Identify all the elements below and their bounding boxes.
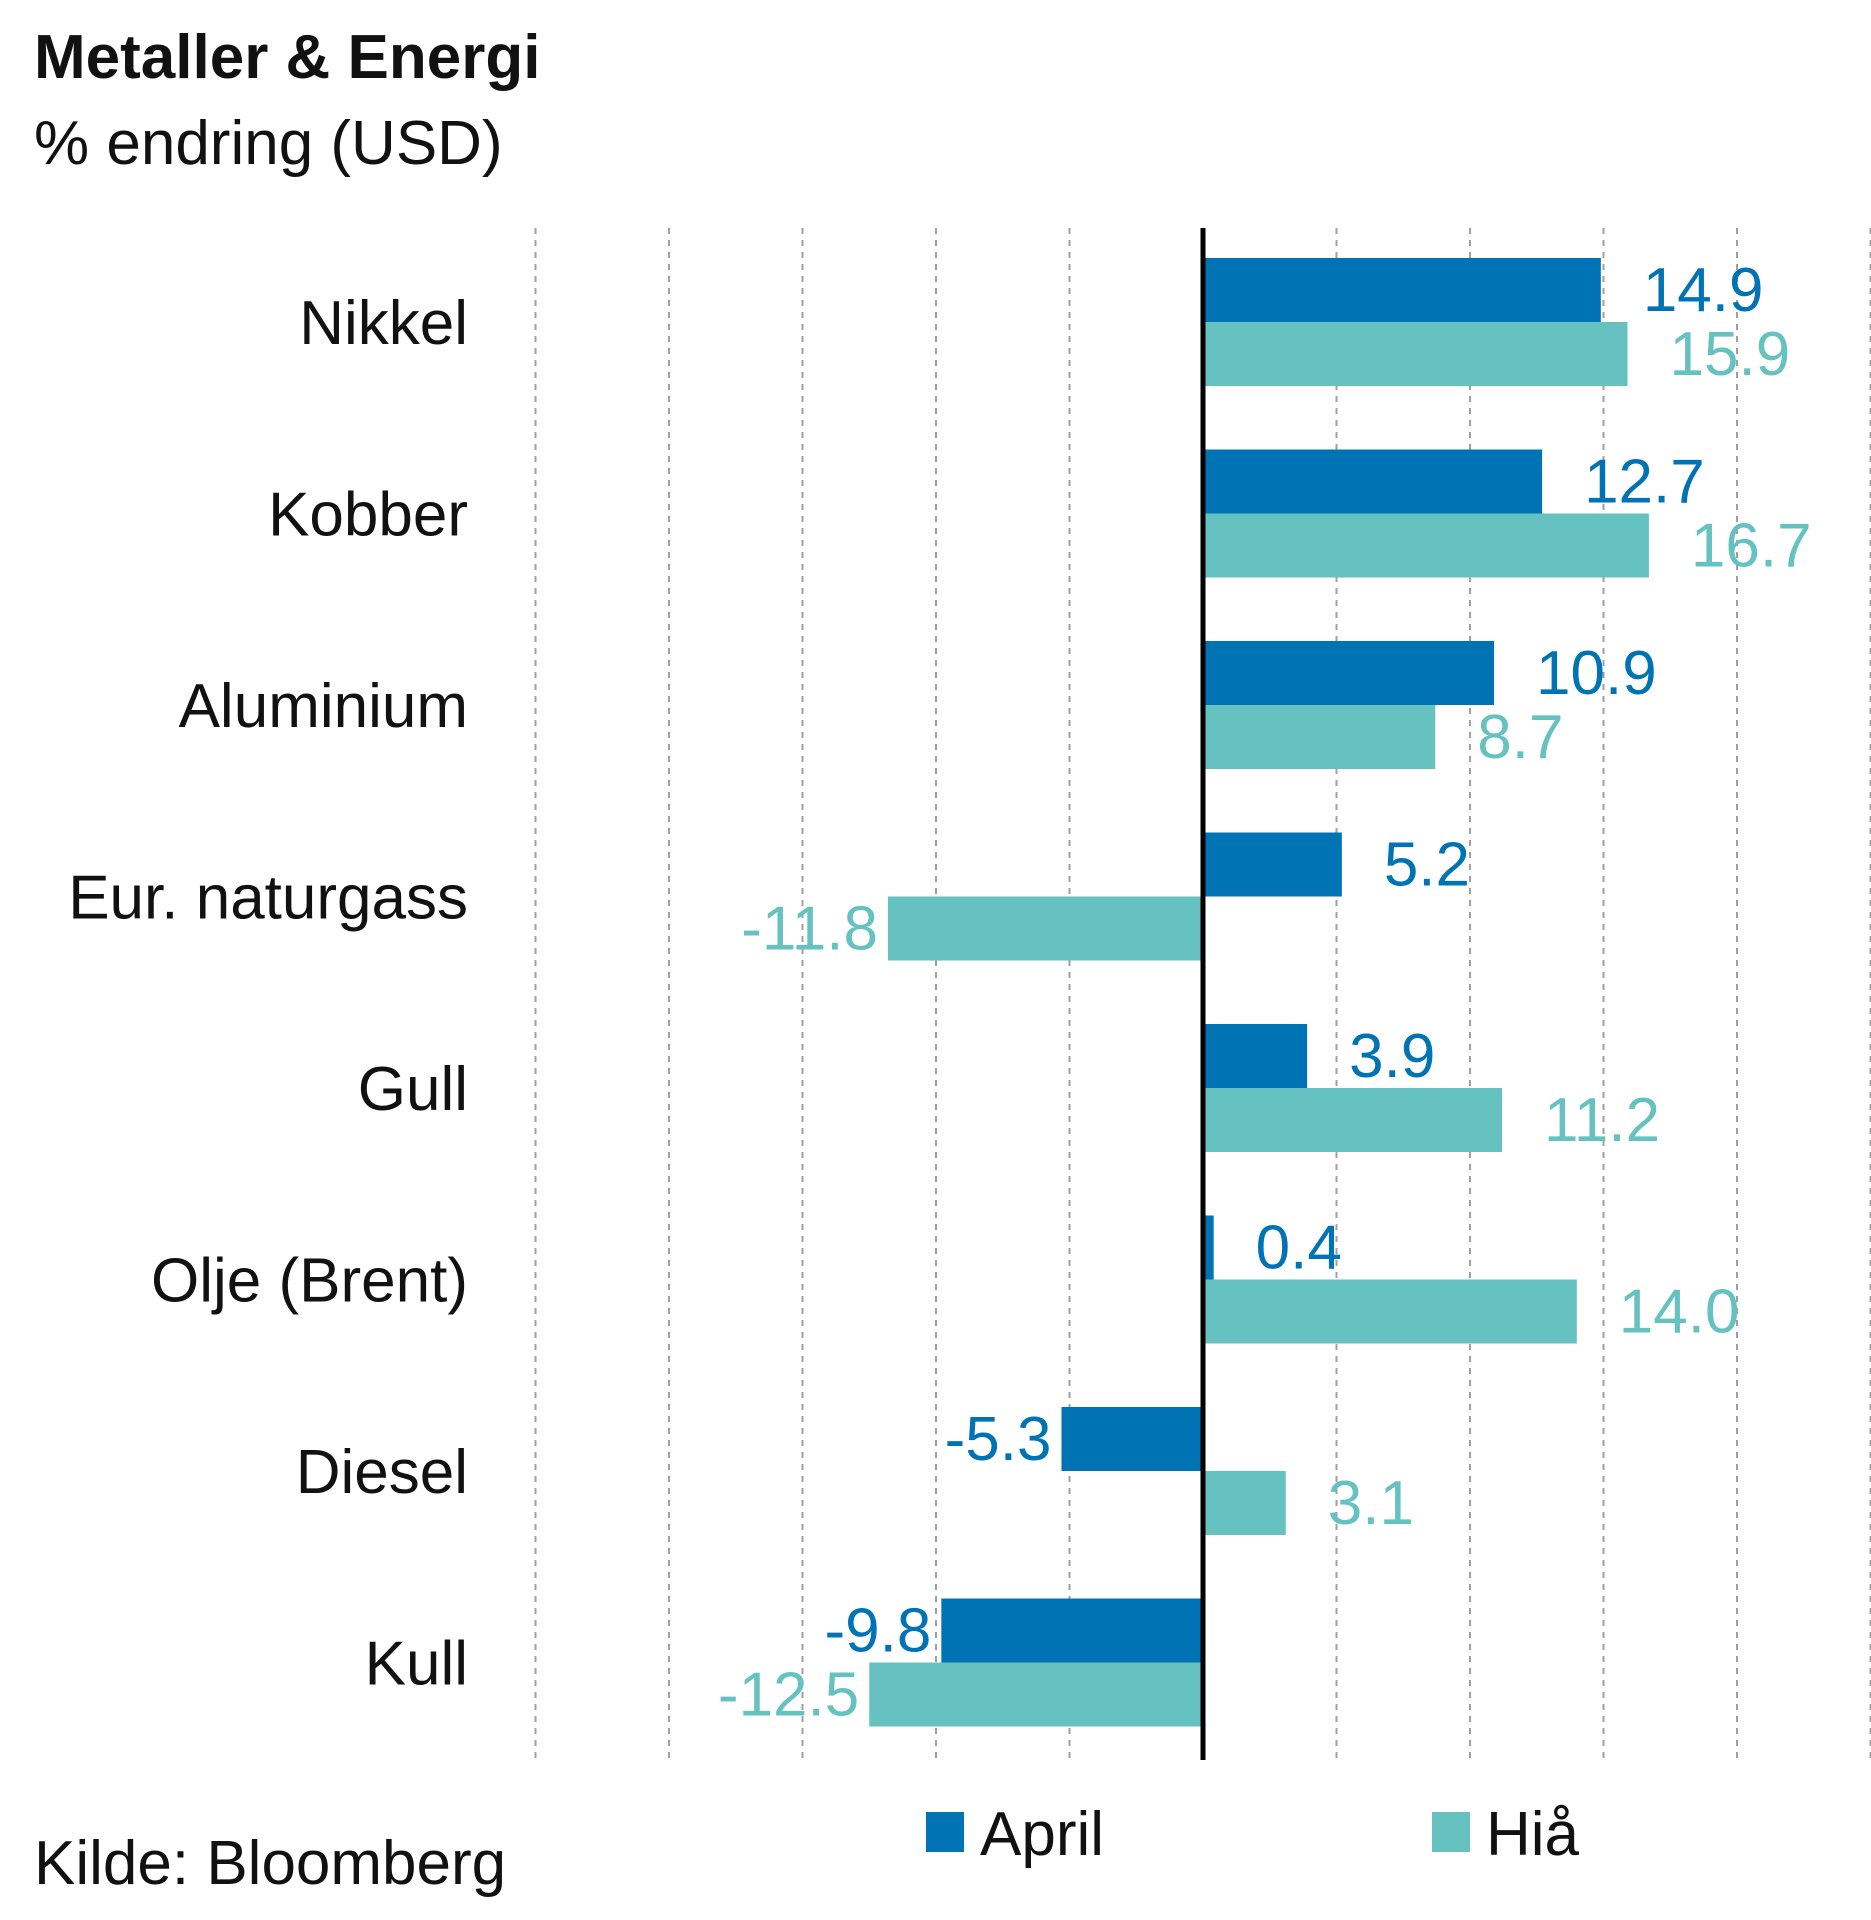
chart-title: Metaller & Energi [34,23,541,92]
category-label: Kull [365,1630,468,1699]
legend-swatch [1432,1812,1470,1852]
bar-hia [1203,322,1628,386]
value-labels: 14.915.9 12.716.7 10.98.75.2 -11.8 3.9 11.2 0.… [718,256,1812,1730]
bar-hia [887,896,1203,961]
value-label: 5.2 [1384,831,1470,900]
value-label: 0.4 [1256,1214,1342,1283]
legend-label: April [980,1800,1104,1869]
bars [869,258,1649,1727]
bar-april [1203,449,1543,514]
category-labels: Nikkel Kobber Aluminium Eur. naturgass Gull O… [68,289,468,1699]
value-label: -5.3 [945,1405,1052,1474]
bar-hia [869,1662,1203,1727]
value-label: 11.2 [1544,1086,1660,1155]
value-label: 8.7 [1477,703,1563,772]
bar-april [1203,258,1601,322]
legend-label: Hiå [1486,1800,1580,1869]
value-label: 3.9 [1349,1022,1435,1091]
bar-april [1061,1407,1203,1471]
category-label: Kobber [268,481,468,550]
category-label: Gull [358,1055,468,1124]
bar-april [1203,1215,1214,1280]
value-label: -11.8 [741,895,878,964]
value-label: 14.9 [1643,256,1764,325]
bar-april [1203,832,1342,897]
bar-hia [1203,1088,1503,1152]
category-label: Diesel [296,1438,468,1507]
value-label: -9.8 [824,1597,931,1666]
category-label: Nikkel [299,289,468,358]
value-label: 12.7 [1584,448,1705,517]
bar-hia [1203,1279,1577,1344]
legend-swatch [926,1812,964,1852]
bar-april [1203,641,1495,705]
value-label: 14.0 [1619,1278,1740,1347]
value-label: 10.9 [1536,639,1657,708]
legend: April Hiå [926,1800,1580,1869]
value-label: 15.9 [1670,320,1791,389]
value-label: 16.7 [1691,512,1812,581]
category-label: Eur. naturgass [68,864,468,933]
bar-april [1203,1024,1308,1088]
bar-hia [1203,705,1436,769]
category-label: Aluminium [179,672,468,741]
bar-hia [1203,513,1649,578]
source-note: Kilde: Bloomberg [34,1829,507,1898]
bar-april [941,1598,1203,1663]
value-label: 3.1 [1328,1469,1414,1538]
bar-hia [1203,1471,1286,1535]
value-label: -12.5 [718,1661,859,1730]
category-label: Olje (Brent) [151,1247,468,1316]
chart-subtitle: % endring (USD) [34,109,503,178]
